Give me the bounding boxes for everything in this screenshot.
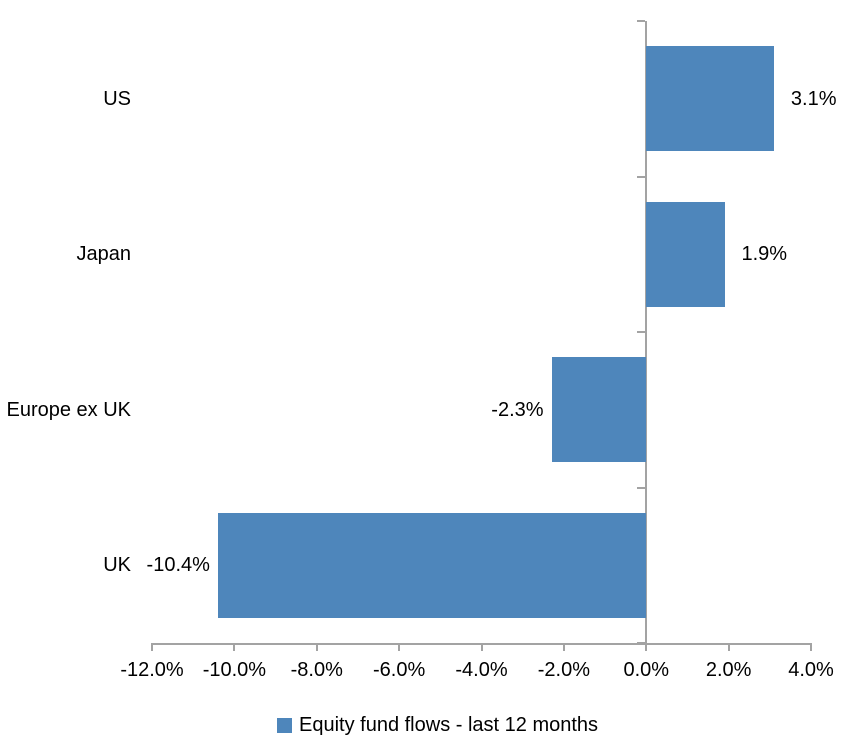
x-axis-tick — [233, 643, 236, 651]
x-axis-tick — [727, 643, 730, 651]
x-axis-tick-label: -10.0% — [202, 659, 267, 681]
x-axis-tick — [562, 643, 565, 651]
x-axis-tick — [151, 643, 153, 651]
x-axis-tick — [810, 643, 812, 651]
x-axis-tick-label: -8.0% — [290, 659, 343, 681]
x-axis-tick — [398, 643, 401, 651]
x-axis-tick-label: 4.0% — [788, 659, 834, 681]
x-axis-tick-label: -2.0% — [537, 659, 590, 681]
legend-series-swatch — [277, 718, 292, 733]
category-label: US — [103, 87, 131, 110]
category-label: Europe ex UK — [6, 398, 131, 421]
bar-value-label: 1.9% — [741, 243, 788, 266]
bar-uk — [217, 512, 647, 618]
category-boundary-tick — [637, 642, 646, 644]
category-boundary-tick — [637, 486, 646, 489]
x-axis-tick — [480, 643, 483, 651]
legend: Equity fund flows - last 12 months — [277, 715, 598, 736]
bar-value-label: -2.3% — [491, 398, 544, 421]
bar-europe-ex-uk — [551, 357, 647, 463]
category-label: UK — [103, 554, 131, 577]
category-label: Japan — [76, 243, 132, 266]
legend-series-label: Equity fund flows - last 12 months — [299, 714, 599, 736]
zero-axis-line — [645, 21, 648, 651]
x-axis-tick — [315, 643, 318, 651]
bar-value-label: 3.1% — [790, 87, 837, 110]
bar-us — [646, 46, 774, 152]
x-axis-tick-label: -12.0% — [120, 659, 184, 681]
bar-value-label: -10.4% — [146, 554, 210, 577]
category-boundary-tick — [637, 175, 646, 178]
x-axis-tick-label: 0.0% — [623, 659, 670, 681]
category-boundary-tick — [637, 20, 646, 22]
bar-japan — [646, 201, 725, 307]
x-axis-tick-label: 2.0% — [705, 659, 752, 681]
x-axis-tick-label: -4.0% — [455, 659, 508, 681]
x-axis-tick-label: -6.0% — [373, 659, 426, 681]
category-boundary-tick — [637, 331, 646, 333]
x-axis-tick — [645, 643, 648, 651]
